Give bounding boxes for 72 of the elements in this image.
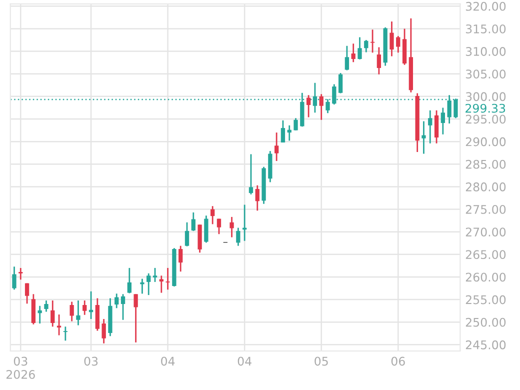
y-tick-label: 290.00 [466, 137, 506, 146]
y-tick-label: 250.00 [466, 318, 506, 327]
candlestick [428, 110, 432, 144]
candlestick [95, 297, 100, 332]
candlestick [82, 300, 87, 316]
y-tick-label: 300.00 [466, 92, 506, 102]
candlestick [134, 293, 138, 344]
y-tick-label: 320.00 [466, 2, 506, 11]
y-tick-label: 270.00 [466, 228, 506, 236]
y-tick-label: 260.00 [466, 272, 506, 282]
candlestick [178, 245, 183, 272]
candlestick [114, 292, 119, 309]
candlestick [44, 300, 48, 312]
candlestick [166, 267, 170, 290]
candlestick [18, 267, 23, 280]
candlestick [184, 222, 190, 247]
candlestick [50, 300, 55, 328]
y-tick-label: 310.00 [466, 47, 506, 56]
candlestick [274, 132, 279, 162]
y-tick-label: 275.00 [466, 204, 506, 214]
ref-line-label: 299.33 [466, 104, 506, 113]
candlestick [102, 318, 106, 344]
candlestick [358, 36, 362, 60]
candlestick [63, 326, 68, 342]
candlestick [76, 300, 80, 326]
candlestick [338, 72, 343, 94]
candlestick [31, 293, 36, 326]
candlestick [306, 94, 311, 118]
candlestick [140, 278, 144, 294]
x-tick-label: 04 [238, 356, 252, 366]
candlestick [440, 107, 446, 136]
candlestick [344, 45, 350, 71]
candlestick [159, 274, 164, 294]
candlestick [396, 35, 400, 54]
y-tick-label: 280.00 [466, 182, 506, 192]
candlestick [390, 20, 394, 57]
x-tick-label: 03 2026 [6, 356, 35, 379]
candlestick [56, 314, 62, 336]
candlestick [152, 267, 158, 283]
candlestick [12, 266, 16, 290]
y-tick-label: 315.00 [466, 24, 506, 34]
y-tick-label: 285.00 [466, 160, 506, 169]
candlestick [434, 110, 439, 144]
y-tick-label: 245.00 [466, 340, 506, 350]
candlestick [70, 301, 74, 322]
candlestick [24, 282, 30, 304]
x-tick-label: 06 [391, 356, 405, 366]
candlestick [216, 218, 222, 235]
candlestick [210, 205, 215, 225]
y-tick-label: 265.00 [466, 250, 506, 260]
x-tick-label: 04 [161, 356, 175, 366]
candlestick [236, 227, 240, 247]
candlestick [120, 293, 126, 321]
candlestick [230, 216, 234, 238]
candlestick [255, 184, 260, 212]
x-tick-label: 03 [84, 356, 98, 366]
candlestick [248, 154, 254, 196]
candlestick [351, 42, 356, 63]
candlestick [280, 120, 286, 144]
x-tick-label: 05 [314, 356, 328, 366]
candlestick [319, 93, 324, 121]
candlestick [146, 272, 151, 296]
candlestick [191, 212, 196, 232]
y-tick-label: 295.00 [466, 114, 506, 124]
candlestick [204, 214, 208, 244]
y-tick-label: 255.00 [466, 295, 506, 304]
y-tick-label: 305.00 [466, 70, 506, 79]
candlestick [422, 120, 426, 154]
candlestick [376, 46, 382, 76]
candlestick [294, 117, 298, 131]
candlestick [364, 39, 368, 53]
candlestick [127, 267, 132, 294]
